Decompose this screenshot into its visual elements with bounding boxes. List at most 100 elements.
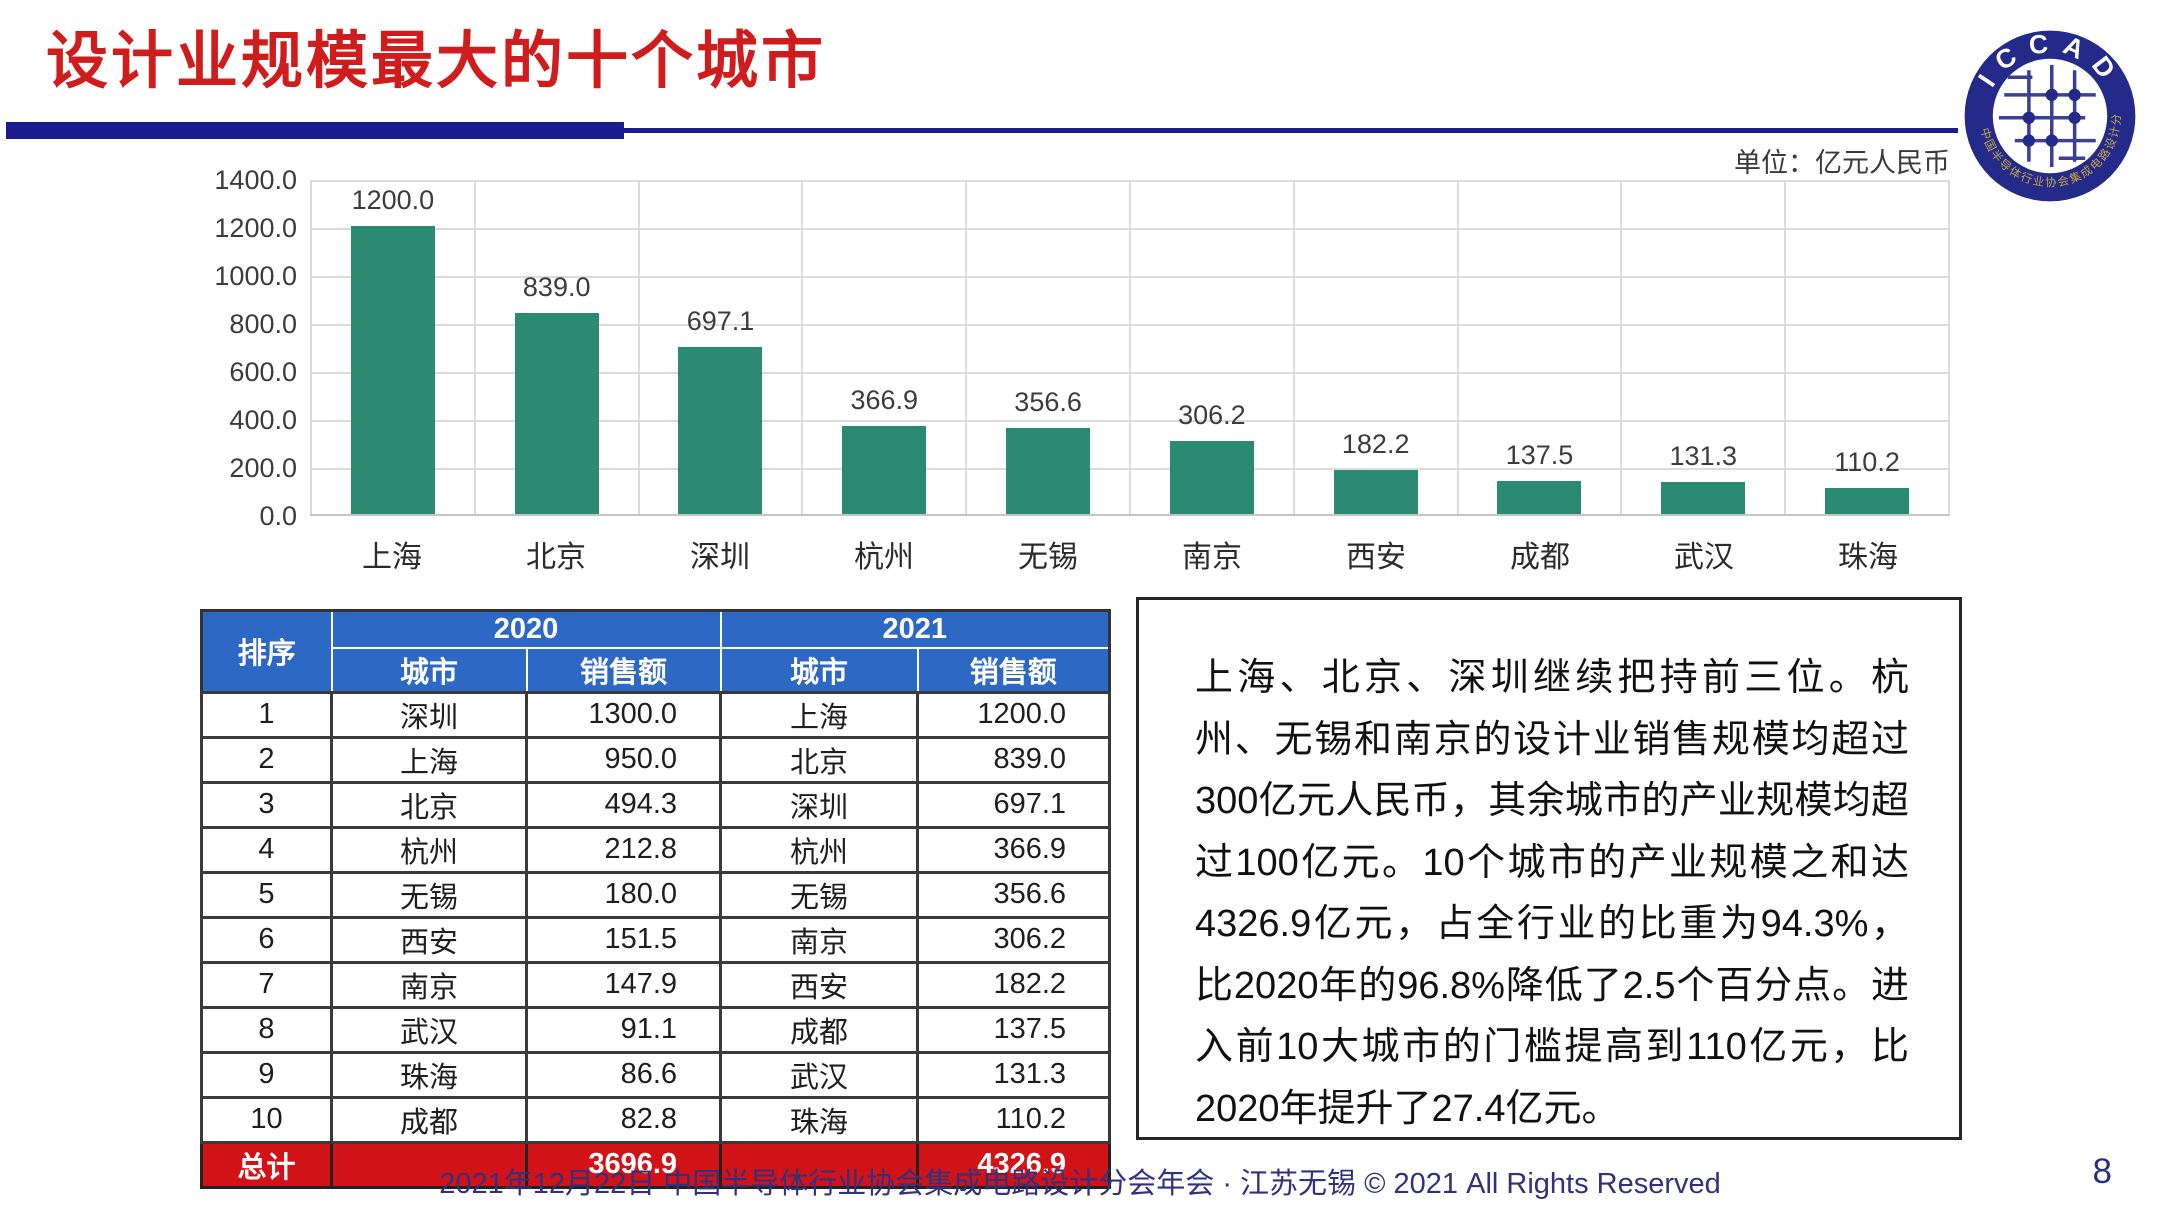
city-2020-cell: 南京 [330, 960, 528, 1009]
table-row: 6 西安 151.5 南京 306.2 [200, 915, 1112, 964]
total-sales-2020: 3696.9 [524, 1140, 723, 1189]
city-2021-cell: 无锡 [719, 870, 920, 919]
rank-cell: 7 [200, 960, 333, 1009]
table-total-row: 总计 3696.9 4326.9 [200, 1140, 1112, 1189]
title-underline-thick [6, 122, 624, 139]
city-2020-cell: 杭州 [330, 825, 528, 874]
city-2020-cell: 深圳 [330, 690, 528, 739]
city-header-2020: 城市 [330, 646, 528, 693]
sales-2020-cell: 494.3 [524, 780, 723, 829]
sales-2020-cell: 86.6 [524, 1050, 723, 1099]
sales-2021-cell: 131.3 [916, 1050, 1112, 1099]
bar-slot: 1200.0 [310, 180, 474, 514]
bar-value-label: 356.6 [1014, 387, 1082, 417]
sales-2020-cell: 180.0 [524, 870, 723, 919]
x-tick-label: 无锡 [1018, 541, 1078, 574]
rank-cell: 10 [200, 1095, 333, 1144]
bar-value-label: 366.9 [850, 385, 919, 415]
rank-cell: 5 [200, 870, 333, 919]
bar-value-label: 131.3 [1669, 441, 1738, 471]
city-2021-cell: 北京 [719, 735, 920, 784]
sales-2020-cell: 151.5 [524, 915, 723, 964]
bar-value-label: 110.2 [1834, 447, 1900, 477]
table-row: 9 珠海 86.6 武汉 131.3 [200, 1050, 1112, 1099]
bar-chart: 1400.0 1200.0 1000.0 800.0 600.0 400.0 200.0 0.… [205, 165, 1950, 580]
bar-value-label: 306.2 [1178, 400, 1246, 430]
city-2021-cell: 上海 [719, 690, 920, 739]
bar-slot: 110.2 [1784, 180, 1948, 514]
sales-header-2021: 销售额 [916, 646, 1111, 693]
sales-2021-cell: 137.5 [916, 1005, 1112, 1054]
bar-value-label: 182.2 [1341, 429, 1410, 459]
sales-2020-cell: 82.8 [524, 1095, 723, 1144]
city-2021-cell: 武汉 [719, 1050, 920, 1099]
year-header-2020: 2020 [330, 609, 722, 649]
sales-2020-cell: 1300.0 [524, 690, 723, 739]
bar-珠海 [1825, 488, 1910, 514]
unit-label: 单位：亿元人民币 [1734, 148, 1950, 178]
plot-area: 1200.0 839.0 697.1 366.9 356.6 306.2 182.2 137.… [310, 180, 1950, 516]
bar-上海 [350, 226, 435, 514]
bar-slot: 356.6 [965, 180, 1129, 514]
bar-slot: 839.0 [473, 180, 638, 514]
x-tick-label: 上海 [362, 541, 422, 574]
sales-2021-cell: 839.0 [916, 735, 1112, 784]
footer-text: 2021年12月22日 中国半导体行业协会集成电路设计分会年会 · 江苏无锡 ©… [439, 1168, 1721, 1200]
sales-header-2020: 销售额 [525, 646, 722, 693]
table-row: 4 杭州 212.8 杭州 366.9 [200, 825, 1112, 874]
table-row: 10 成都 82.8 珠海 110.2 [200, 1095, 1112, 1144]
bar-value-label: 839.0 [522, 272, 591, 302]
bar-slot: 137.5 [1456, 180, 1621, 514]
city-2020-cell: 北京 [330, 780, 528, 829]
rank-cell: 9 [200, 1050, 333, 1099]
bar-value-label: 697.1 [686, 306, 755, 336]
sales-2020-cell: 91.1 [524, 1005, 723, 1054]
y-tick-label: 400.0 [229, 405, 297, 435]
bar-深圳 [678, 347, 763, 514]
rank-cell: 8 [200, 1005, 333, 1054]
city-2021-cell: 杭州 [719, 825, 920, 874]
y-tick-label: 0.0 [259, 501, 297, 531]
x-tick-label: 武汉 [1674, 541, 1734, 574]
sales-2020-cell: 147.9 [524, 960, 723, 1009]
rank-header: 排序 [200, 609, 333, 693]
total-city-2020-empty [330, 1140, 528, 1189]
city-2020-cell: 无锡 [330, 870, 528, 919]
iccad-logo: ICCAD 中国半导体行业协会集成电路设计分会 [1955, 18, 2138, 204]
bar-北京 [514, 313, 599, 514]
y-axis: 1400.0 1200.0 1000.0 800.0 600.0 400.0 200.0 0.… [205, 165, 297, 531]
x-tick-label: 南京 [1182, 541, 1242, 574]
sales-2020-cell: 212.8 [524, 825, 723, 874]
bar-西安 [1333, 470, 1418, 514]
city-2021-cell: 西安 [719, 960, 920, 1009]
sales-2020-cell: 950.0 [524, 735, 723, 784]
bar-slot: 366.9 [801, 180, 965, 514]
city-2021-cell: 深圳 [719, 780, 920, 829]
y-tick-label: 1000.0 [214, 261, 297, 291]
table-row: 2 上海 950.0 北京 839.0 [200, 735, 1112, 784]
y-tick-label: 600.0 [229, 357, 297, 387]
total-sales-2021: 4326.9 [916, 1140, 1112, 1189]
y-tick-label: 1400.0 [214, 165, 297, 195]
bar-slot: 306.2 [1128, 180, 1293, 514]
sales-2021-cell: 356.6 [916, 870, 1112, 919]
sales-2021-cell: 366.9 [916, 825, 1112, 874]
city-2020-cell: 西安 [330, 915, 528, 964]
city-2021-cell: 南京 [719, 915, 920, 964]
total-label: 总计 [200, 1140, 333, 1189]
commentary-box: 上海、北京、深圳继续把持前三位。杭州、无锡和南京的设计业销售规模均超过300亿元… [1136, 597, 1962, 1140]
city-2021-cell: 珠海 [719, 1095, 920, 1144]
rank-cell: 1 [200, 690, 333, 739]
rank-cell: 6 [200, 915, 333, 964]
rank-cell: 3 [200, 780, 333, 829]
x-tick-label: 珠海 [1838, 541, 1898, 574]
bar-slot: 697.1 [637, 180, 802, 514]
x-tick-label: 西安 [1346, 541, 1406, 574]
sales-2021-cell: 1200.0 [916, 690, 1112, 739]
bar-value-label: 1200.0 [351, 185, 435, 215]
table-row: 7 南京 147.9 西安 182.2 [200, 960, 1112, 1009]
bar-slot: 182.2 [1292, 180, 1457, 514]
city-2020-cell: 上海 [330, 735, 528, 784]
page-title: 设计业规模最大的十个城市 [46, 27, 827, 96]
